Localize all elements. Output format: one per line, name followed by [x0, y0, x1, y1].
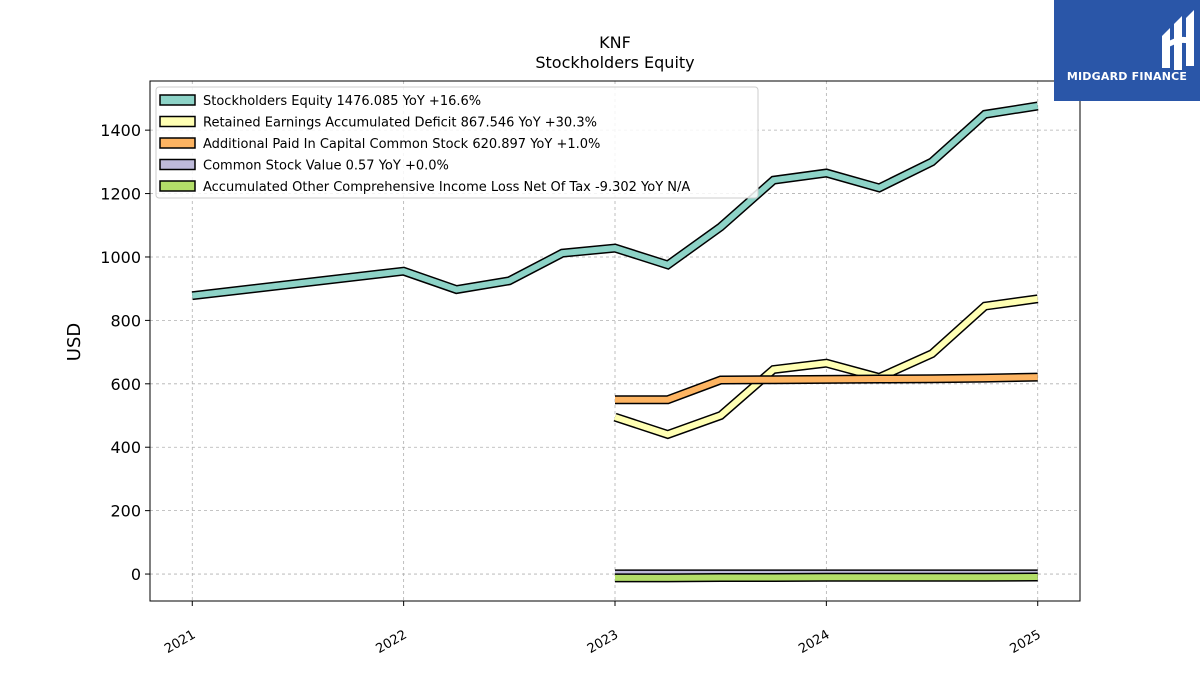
- series-fill: [615, 374, 1038, 403]
- logo-text: MIDGARD FINANCE: [1066, 70, 1188, 83]
- y-tick-label: 400: [110, 438, 141, 457]
- legend-swatch: [159, 115, 196, 128]
- series-fill: [191, 103, 1039, 299]
- series-line: [613, 294, 1039, 440]
- x-tick-label: 2025: [1008, 627, 1044, 657]
- y-tick-label: 800: [110, 311, 141, 330]
- chart-title: KNF: [599, 33, 631, 52]
- series-layer: [191, 101, 1039, 583]
- x-tick-label: 2021: [162, 627, 198, 657]
- y-axis-label: USD: [64, 323, 85, 361]
- series-fill: [614, 295, 1039, 438]
- x-ticks: 2021 2022 2023 2024 2025: [162, 601, 1044, 657]
- series-line: [615, 572, 1038, 583]
- midgard-finance-logo: MIDGARD FINANCE: [1054, 0, 1200, 101]
- legend: Stockholders Equity 1476.085 YoY +16.6% R…: [155, 86, 759, 199]
- y-tick-label: 1000: [100, 248, 141, 267]
- y-ticks: 0 200 400 600 800 1000 1200 1400: [100, 121, 150, 584]
- legend-label: Retained Earnings Accumulated Deficit 86…: [203, 116, 597, 131]
- series-line: [615, 372, 1038, 405]
- y-tick-label: 0: [131, 565, 141, 584]
- logo-mark-icon: [1162, 10, 1194, 70]
- legend-label: Common Stock Value 0.57 YoY +0.0%: [203, 159, 449, 174]
- legend-swatch: [159, 94, 196, 106]
- x-tick-label: 2023: [585, 627, 621, 657]
- y-tick-label: 600: [110, 375, 141, 394]
- x-tick-label: 2022: [373, 627, 409, 657]
- chart-subtitle: Stockholders Equity: [535, 53, 695, 72]
- legend-box: [155, 86, 759, 199]
- y-tick-label: 1400: [100, 121, 141, 140]
- y-tick-label: 1200: [100, 185, 141, 204]
- legend-swatch: [159, 180, 196, 192]
- series-fill: [615, 574, 1038, 581]
- y-tick-label: 200: [110, 502, 141, 521]
- x-tick-label: 2024: [796, 627, 832, 657]
- legend-label: Accumulated Other Comprehensive Income L…: [203, 180, 690, 195]
- legend-label: Stockholders Equity 1476.085 YoY +16.6%: [203, 94, 481, 109]
- series-line: [191, 101, 1039, 301]
- legend-label: Additional Paid In Capital Common Stock …: [203, 137, 600, 152]
- legend-swatch: [159, 137, 196, 149]
- legend-swatch: [159, 158, 196, 171]
